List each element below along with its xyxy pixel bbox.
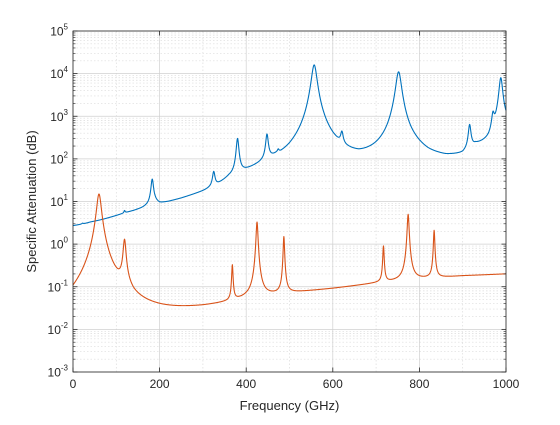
series-layer — [72, 64, 507, 307]
y-tick-label: 100 — [50, 236, 68, 252]
x-tick-label: 400 — [236, 377, 256, 391]
y-tick-label: 102 — [50, 150, 68, 166]
x-tick-label: 600 — [323, 377, 343, 391]
major-grid — [72, 30, 507, 373]
series-line-2 — [72, 193, 507, 307]
x-tick-label: 800 — [409, 377, 429, 391]
y-tick-label: 10-2 — [48, 321, 69, 337]
y-tick-label: 10-3 — [48, 364, 69, 380]
y-tick-label: 10-1 — [48, 278, 69, 294]
y-tick-label: 104 — [50, 65, 68, 81]
x-axis-label: Frequency (GHz) — [240, 398, 340, 413]
tick-marks — [72, 30, 507, 373]
series-line-1 — [72, 64, 507, 227]
y-tick-label: 101 — [50, 193, 68, 209]
x-tick-label: 200 — [150, 377, 170, 391]
x-tick-label: 1000 — [493, 377, 520, 391]
y-tick-labels: 10-3 10-2 10-1 100 101 102 103 104 105 — [48, 23, 69, 380]
y-tick-label: 103 — [50, 108, 68, 124]
x-tick-label: 0 — [70, 377, 77, 391]
y-tick-label: 105 — [50, 23, 68, 39]
y-axis-label: Specific Attenuation (dB) — [24, 130, 39, 272]
x-tick-labels: 0 200 400 600 800 1000 — [70, 377, 520, 391]
